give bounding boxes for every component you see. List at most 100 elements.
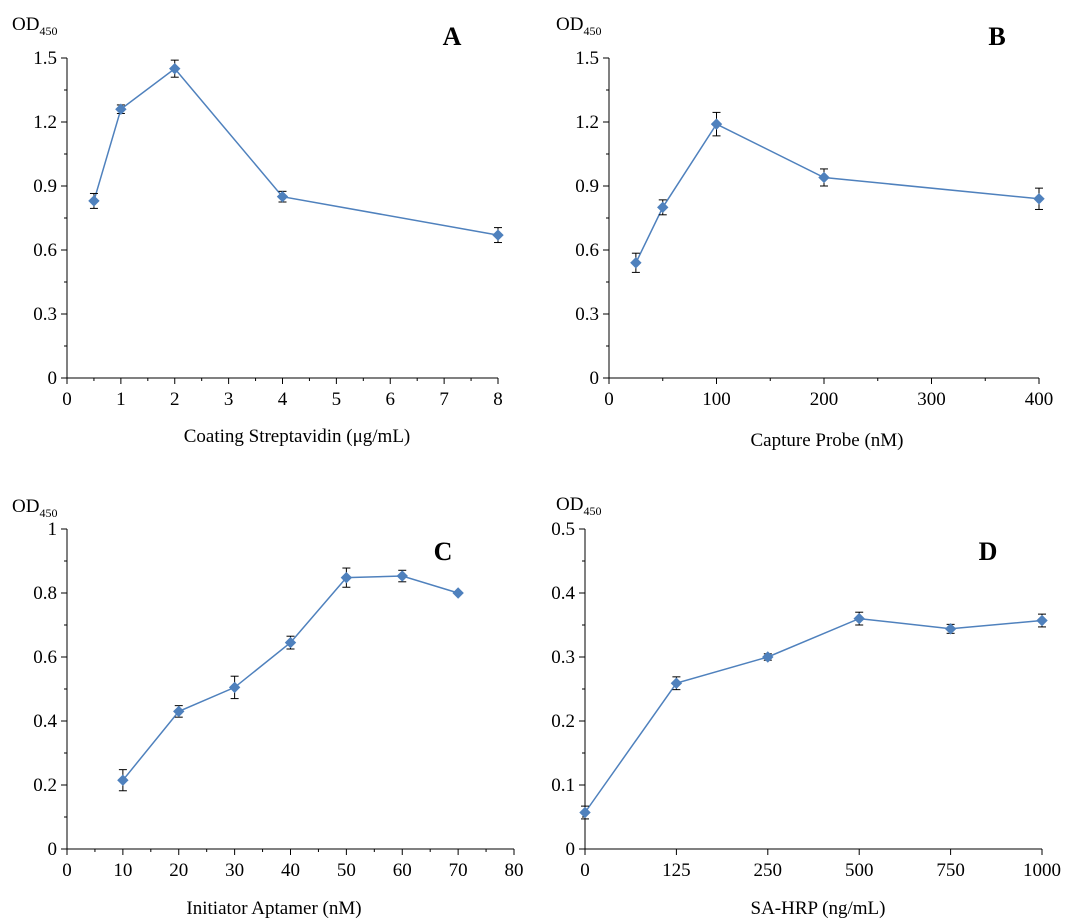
y-tick-label: 0 (48, 368, 58, 389)
x-tick-label: 5 (332, 389, 342, 410)
data-point (169, 62, 181, 75)
data-point (284, 636, 297, 649)
data-point (228, 681, 241, 694)
x-tick-label: 100 (702, 389, 731, 410)
y-axis-title: OD450 (12, 14, 57, 38)
x-tick-label: 60 (393, 860, 412, 881)
x-tick-label: 1 (116, 389, 126, 410)
data-point (88, 195, 100, 207)
x-tick-label: 50 (337, 860, 356, 881)
y-tick-label: 1.5 (575, 48, 599, 69)
y-tick-label: 1.5 (33, 48, 57, 69)
data-point (670, 677, 683, 689)
y-tick-label: 0.8 (33, 583, 57, 604)
chart-panel-a: 0 0.3 0.6 0.9 1.2 1.5 0 1 2 3 4 5 6 7 8 Coating Strepta… (12, 14, 504, 447)
x-tick-label: 0 (580, 860, 590, 881)
y-tick-label: 1.2 (575, 112, 599, 133)
y-tick-label: 0.9 (575, 176, 599, 197)
data-point (657, 201, 669, 214)
y-tick-label: 0.5 (551, 519, 575, 540)
x-tick-label: 400 (1025, 389, 1054, 410)
data-point (762, 651, 774, 663)
y-tick-label: 0.3 (551, 647, 575, 668)
data-point (492, 229, 504, 241)
data-point (818, 171, 830, 184)
y-tick-label: 0.6 (575, 240, 599, 261)
data-point (579, 806, 591, 819)
y-axis-title-main: OD (12, 14, 39, 35)
data-point (276, 190, 289, 203)
data-point (1033, 193, 1045, 205)
y-axis-title: OD450 (556, 14, 601, 38)
y-axis-title-subscript: 450 (39, 24, 57, 38)
y-tick-label: 0.9 (33, 176, 57, 197)
data-point (1036, 614, 1048, 627)
y-axis-title-main: OD (12, 496, 39, 517)
x-tick-label: 0 (604, 389, 614, 410)
data-point (710, 118, 723, 130)
x-tick-label: 500 (845, 860, 874, 881)
x-tick-label: 20 (169, 860, 188, 881)
x-tick-label: 10 (113, 860, 132, 881)
y-axis-title-main: OD (556, 14, 583, 35)
y-tick-label: 1.2 (33, 112, 57, 133)
x-axis-title: SA-HRP (ng/mL) (751, 898, 886, 919)
data-point (117, 774, 129, 786)
panel-letter: C (434, 537, 453, 566)
chart-panel-c: 00.20.40.60.810 10 20 30 40 50 60 70 80Initiator… (12, 496, 524, 919)
series-line (93, 67, 499, 236)
series-line (122, 575, 459, 781)
y-tick-label: 0.6 (33, 240, 57, 261)
x-tick-label: 125 (662, 860, 691, 881)
y-axis-title: OD450 (12, 496, 57, 520)
chart-panel-b: 0 0.3 0.6 0.9 1.2 1.5 0 100 200 300 400 Capture Pro… (556, 14, 1053, 451)
y-tick-label: 1 (48, 519, 58, 540)
x-tick-label: 40 (281, 860, 300, 881)
series-line (584, 617, 1043, 813)
y-axis-title-subscript: 450 (583, 24, 601, 38)
x-tick-label: 4 (278, 389, 288, 410)
x-tick-label: 250 (754, 860, 783, 881)
y-axis-title-subscript: 450 (39, 506, 57, 520)
x-tick-label: 80 (505, 860, 524, 881)
data-point (452, 587, 464, 599)
panel-letter: D (979, 537, 998, 566)
data-point (630, 257, 642, 269)
x-tick-label: 30 (225, 860, 244, 881)
x-axis-title: Initiator Aptamer (nM) (186, 898, 361, 919)
x-tick-label: 750 (936, 860, 965, 881)
x-axis-title: Capture Probe (nM) (750, 430, 903, 451)
y-tick-label: 0.6 (33, 647, 57, 668)
data-point (340, 571, 353, 584)
x-tick-label: 2 (170, 389, 180, 410)
x-tick-label: 70 (449, 860, 468, 881)
x-tick-label: 1000 (1023, 860, 1061, 881)
x-tick-label: 8 (493, 389, 503, 410)
y-tick-label: 0 (566, 839, 576, 860)
data-point (396, 570, 408, 582)
x-tick-label: 300 (917, 389, 946, 410)
y-axis-title-main: OD (556, 494, 583, 515)
x-tick-label: 0 (62, 860, 72, 881)
y-tick-label: 0.4 (33, 711, 57, 732)
series-line (635, 123, 1040, 264)
x-tick-label: 7 (439, 389, 449, 410)
data-point (173, 705, 185, 718)
panel-letter: B (988, 22, 1005, 51)
panel-letter: A (443, 22, 462, 51)
y-tick-label: 0 (590, 368, 600, 389)
y-axis-title: OD450 (556, 494, 601, 518)
x-axis-title: Coating Streptavidin (μg/mL) (184, 426, 411, 447)
y-tick-label: 0 (48, 839, 58, 860)
chart-panel-d: 0 0.1 0.2 0.3 0.4 0.5 0 125 250 500 750 1000 SA-HRP … (551, 494, 1061, 919)
y-tick-label: 0.3 (575, 304, 599, 325)
y-tick-label: 0.4 (551, 583, 575, 604)
x-tick-label: 6 (386, 389, 396, 410)
data-point (944, 623, 957, 635)
y-tick-label: 0.2 (551, 711, 575, 732)
data-point (853, 612, 865, 625)
x-tick-label: 200 (810, 389, 839, 410)
y-axis-title-subscript: 450 (583, 504, 601, 518)
x-tick-label: 3 (224, 389, 234, 410)
